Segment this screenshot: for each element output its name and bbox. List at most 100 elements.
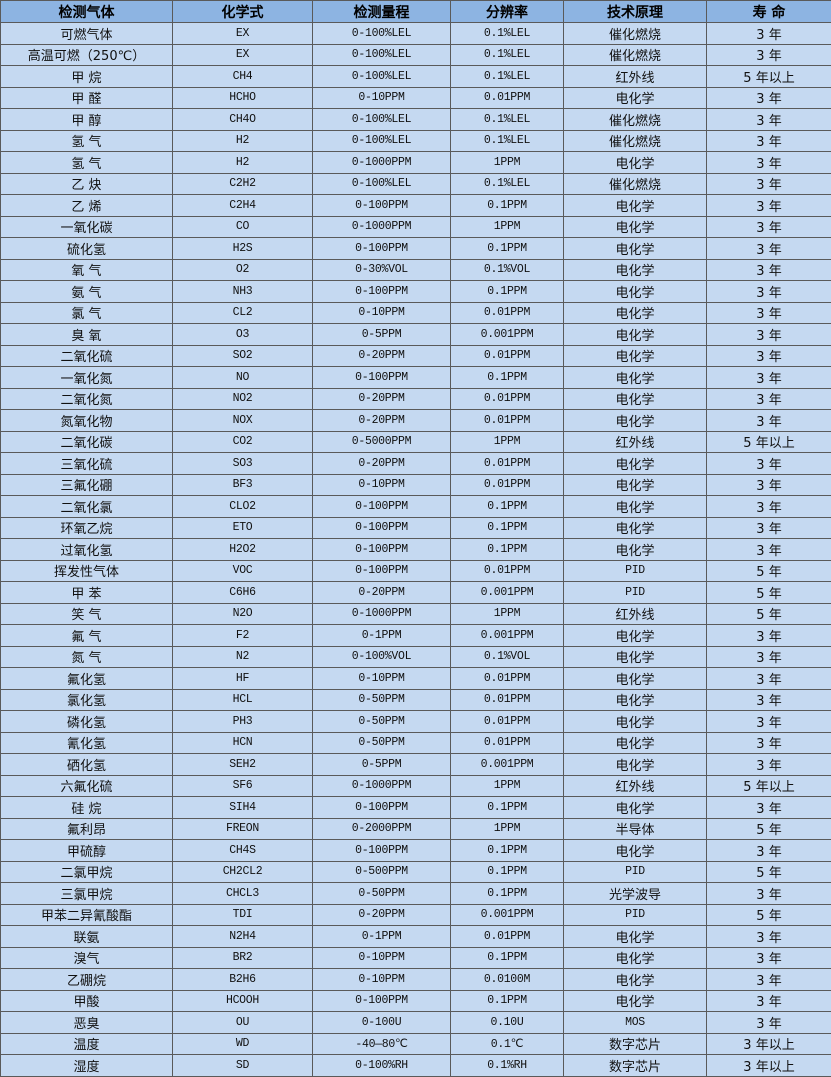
cell-formula: HCL: [173, 689, 313, 711]
cell-lifespan: 3 年: [707, 195, 831, 217]
cell-formula: HCN: [173, 732, 313, 754]
cell-resolution: 0.1%LEL: [451, 130, 564, 152]
cell-range: 0-1000PPM: [313, 603, 451, 625]
cell-principle: 电化学: [564, 947, 707, 969]
cell-lifespan: 3 年: [707, 453, 831, 475]
cell-range: 0-100PPM: [313, 517, 451, 539]
cell-range: 0-10PPM: [313, 969, 451, 991]
cell-lifespan: 5 年: [707, 861, 831, 883]
cell-lifespan: 3 年: [707, 345, 831, 367]
cell-gas: 氮 气: [1, 646, 173, 668]
cell-resolution: 0.01PPM: [451, 87, 564, 109]
cell-range: 0-10PPM: [313, 302, 451, 324]
cell-lifespan: 5 年以上: [707, 431, 831, 453]
cell-gas: 臭 氧: [1, 324, 173, 346]
cell-formula: H2: [173, 152, 313, 174]
cell-resolution: 0.10U: [451, 1012, 564, 1034]
cell-lifespan: 5 年: [707, 603, 831, 625]
cell-range: 0-1PPM: [313, 926, 451, 948]
cell-gas: 氢 气: [1, 152, 173, 174]
cell-lifespan: 3 年: [707, 496, 831, 518]
cell-resolution: 0.01PPM: [451, 711, 564, 733]
cell-principle: 电化学: [564, 474, 707, 496]
cell-resolution: 0.01PPM: [451, 453, 564, 475]
cell-formula: O2: [173, 259, 313, 281]
cell-principle: 电化学: [564, 281, 707, 303]
header-formula: 化学式: [173, 1, 313, 23]
cell-formula: CH4: [173, 66, 313, 88]
cell-resolution: 0.1PPM: [451, 861, 564, 883]
cell-principle: 催化燃烧: [564, 44, 707, 66]
cell-lifespan: 3 年: [707, 1012, 831, 1034]
cell-range: 0-100PPM: [313, 560, 451, 582]
cell-principle: 电化学: [564, 625, 707, 647]
cell-principle: 红外线: [564, 775, 707, 797]
cell-principle: 电化学: [564, 496, 707, 518]
cell-gas: 一氧化氮: [1, 367, 173, 389]
cell-resolution: 0.1PPM: [451, 990, 564, 1012]
cell-principle: 电化学: [564, 840, 707, 862]
cell-gas: 恶臭: [1, 1012, 173, 1034]
cell-lifespan: 3 年: [707, 947, 831, 969]
cell-principle: 电化学: [564, 367, 707, 389]
cell-range: 0-100PPM: [313, 797, 451, 819]
cell-gas: 二氧化硫: [1, 345, 173, 367]
cell-range: 0-5000PPM: [313, 431, 451, 453]
cell-formula: TDI: [173, 904, 313, 926]
cell-gas: 六氟化硫: [1, 775, 173, 797]
cell-gas: 过氧化氢: [1, 539, 173, 561]
cell-gas: 硒化氢: [1, 754, 173, 776]
cell-principle: 电化学: [564, 969, 707, 991]
cell-resolution: 0.1PPM: [451, 367, 564, 389]
cell-principle: 电化学: [564, 990, 707, 1012]
cell-gas: 氰化氢: [1, 732, 173, 754]
cell-range: 0-20PPM: [313, 345, 451, 367]
cell-range: 0-5PPM: [313, 324, 451, 346]
cell-principle: 电化学: [564, 646, 707, 668]
cell-formula: C2H4: [173, 195, 313, 217]
cell-resolution: 0.01PPM: [451, 926, 564, 948]
cell-lifespan: 3 年: [707, 646, 831, 668]
cell-lifespan: 5 年以上: [707, 66, 831, 88]
cell-resolution: 1PPM: [451, 818, 564, 840]
cell-formula: N2H4: [173, 926, 313, 948]
cell-gas: 甲硫醇: [1, 840, 173, 862]
cell-gas: 联氨: [1, 926, 173, 948]
cell-formula: EX: [173, 44, 313, 66]
cell-resolution: 0.01PPM: [451, 388, 564, 410]
cell-formula: H2: [173, 130, 313, 152]
cell-formula: SO2: [173, 345, 313, 367]
cell-lifespan: 3 年: [707, 625, 831, 647]
cell-lifespan: 3 年: [707, 388, 831, 410]
cell-lifespan: 3 年: [707, 259, 831, 281]
cell-range: 0-20PPM: [313, 904, 451, 926]
cell-resolution: 0.1PPM: [451, 517, 564, 539]
cell-principle: 催化燃烧: [564, 23, 707, 45]
cell-formula: PH3: [173, 711, 313, 733]
cell-principle: 电化学: [564, 216, 707, 238]
cell-formula: WD: [173, 1033, 313, 1055]
cell-resolution: 0.1PPM: [451, 840, 564, 862]
cell-formula: F2: [173, 625, 313, 647]
cell-resolution: 0.001PPM: [451, 625, 564, 647]
cell-range: 0-100%VOL: [313, 646, 451, 668]
cell-resolution: 0.1%VOL: [451, 259, 564, 281]
cell-principle: PID: [564, 560, 707, 582]
cell-gas: 氢 气: [1, 130, 173, 152]
cell-range: 0-20PPM: [313, 410, 451, 432]
cell-formula: HCHO: [173, 87, 313, 109]
header-gas: 检测气体: [1, 1, 173, 23]
cell-gas: 甲 醇: [1, 109, 173, 131]
cell-gas: 氧 气: [1, 259, 173, 281]
